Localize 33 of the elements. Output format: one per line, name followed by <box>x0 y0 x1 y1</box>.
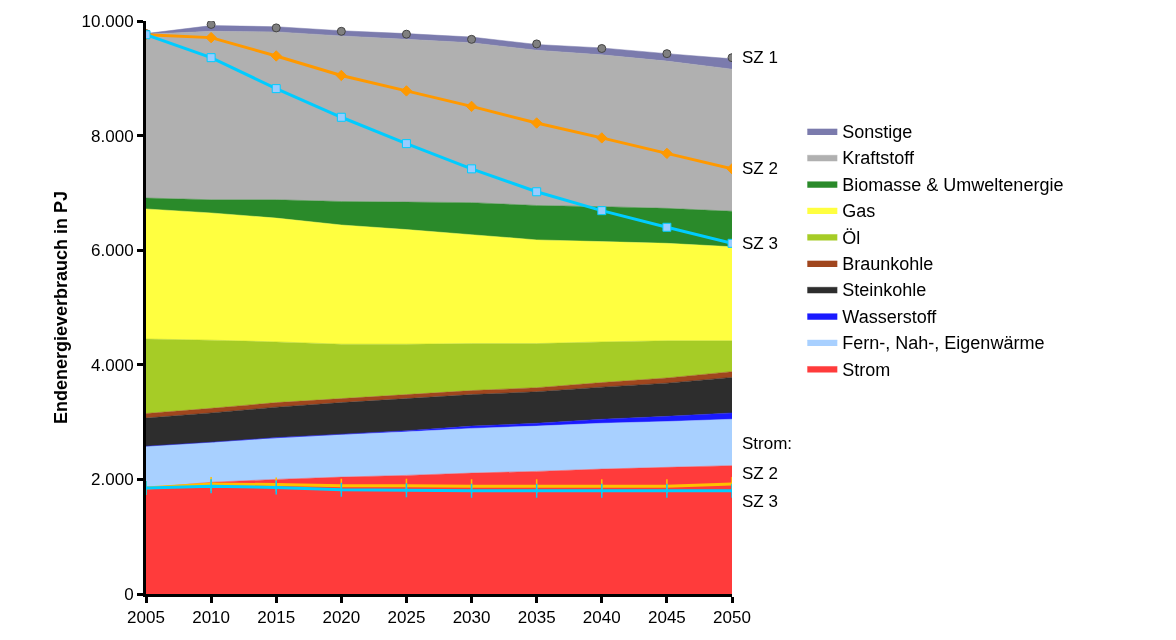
text: Strom: <box>742 434 793 453</box>
legend-label: Steinkohle <box>842 280 927 301</box>
series-label: SZ 2 <box>742 464 778 483</box>
y-tick-label: 2.000 <box>91 470 134 490</box>
series-label: SZ 3 <box>742 234 778 253</box>
legend-label: Öl <box>842 227 861 248</box>
legend-label: Kraftstoff <box>842 148 916 169</box>
legend-label: Sonstige <box>842 121 913 142</box>
y-tick-label: 10.000 <box>81 11 134 31</box>
y-axis-title: Endenergieverbrauch in PJ <box>50 190 71 425</box>
x-tick-label: 2025 <box>387 608 426 628</box>
x-tick-label: 2010 <box>192 608 231 628</box>
x-tick-label: 2020 <box>322 608 361 628</box>
legend-label: Braunkohle <box>842 253 934 274</box>
y-tick-label: 4.000 <box>91 355 134 375</box>
legend-label: Gas <box>842 201 876 222</box>
series-label: SZ 1 <box>742 48 778 67</box>
x-tick-label: 2005 <box>127 608 165 628</box>
y-tick-label: 0 <box>124 584 134 604</box>
x-tick-label: 2030 <box>452 608 491 628</box>
x-tick-label: 2035 <box>517 608 556 628</box>
series-label: SZ 3 <box>742 492 778 511</box>
legend-label: Fern-, Nah-, Eigenwärme <box>842 333 1045 354</box>
legend-label: Strom <box>842 359 891 380</box>
x-tick-label: 2050 <box>713 608 751 628</box>
y-tick-label: 6.000 <box>91 241 134 261</box>
legend-label: Wasserstoff <box>842 306 938 327</box>
series-label: SZ 2 <box>742 159 778 178</box>
y-tick-label: 8.000 <box>91 126 134 146</box>
x-tick-label: 2015 <box>257 608 296 628</box>
legend-label: Biomasse & Umweltenergie <box>842 174 1064 195</box>
x-tick-label: 2040 <box>582 608 621 628</box>
x-tick-label: 2045 <box>647 608 686 628</box>
